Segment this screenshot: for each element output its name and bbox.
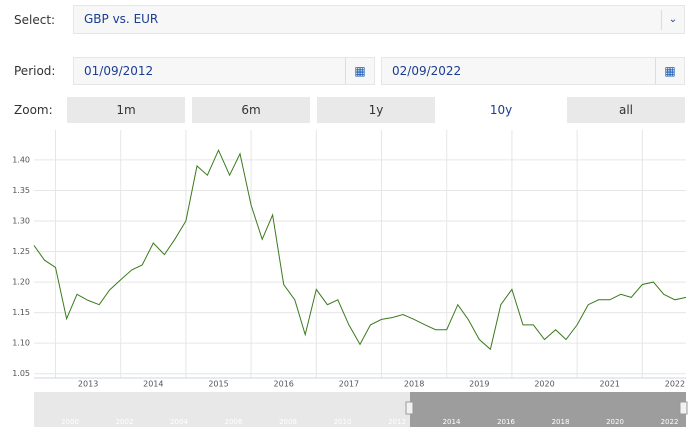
- x-tick-label: 2020: [534, 380, 554, 389]
- zoom-button[interactable]: 1m: [67, 97, 185, 123]
- y-tick-label: 1.35: [12, 186, 30, 195]
- zoom-button[interactable]: 6m: [192, 97, 310, 123]
- select-label: Select:: [14, 13, 56, 27]
- x-tick-label: 2016: [274, 380, 294, 389]
- select-value: GBP vs. EUR: [84, 12, 159, 26]
- navigator-handle[interactable]: [679, 401, 688, 415]
- y-tick-label: 1.30: [12, 217, 30, 226]
- x-tick-label: 2018: [404, 380, 424, 389]
- navigator-label: 2018: [552, 418, 570, 426]
- x-tick-label: 2022: [665, 380, 685, 389]
- zoom-button[interactable]: 1y: [317, 97, 435, 123]
- y-tick-label: 1.20: [12, 278, 30, 287]
- navigator-label: 2022: [661, 418, 679, 426]
- navigator-label: 2006: [225, 418, 243, 426]
- select-box[interactable]: GBP vs. EUR ⌄: [73, 5, 685, 34]
- navigator-label: 2008: [279, 418, 297, 426]
- zoom-label: Zoom:: [14, 103, 53, 117]
- period-label: Period:: [14, 64, 56, 78]
- navigator-label: 2014: [443, 418, 461, 426]
- x-tick-label: 2013: [78, 380, 98, 389]
- to-date[interactable]: 02/09/2022 ▦: [381, 57, 685, 85]
- to-value: 02/09/2022: [392, 64, 462, 78]
- price-line: [33, 148, 687, 351]
- y-tick-label: 1.40: [12, 155, 30, 164]
- navigator-label: 2020: [606, 418, 624, 426]
- from-date[interactable]: 01/09/2012 ▦: [73, 57, 375, 85]
- y-tick-label: 1.05: [12, 369, 30, 378]
- navigator-selection: [410, 392, 686, 427]
- zoom-button[interactable]: all: [567, 97, 685, 123]
- calendar-icon[interactable]: ▦: [655, 58, 684, 84]
- dropdown-arrow[interactable]: ⌄: [661, 10, 684, 30]
- x-tick-label: 2019: [469, 380, 489, 389]
- y-tick-label: 1.15: [12, 308, 30, 317]
- navigator-label: 2004: [170, 418, 188, 426]
- x-tick-label: 2014: [143, 380, 163, 389]
- navigator-handle[interactable]: [405, 401, 414, 415]
- zoom-button[interactable]: 10y: [442, 97, 560, 123]
- calendar-icon[interactable]: ▦: [345, 58, 374, 84]
- x-tick-label: 2017: [339, 380, 359, 389]
- navigator-label: 2010: [334, 418, 352, 426]
- y-tick-label: 1.10: [12, 339, 30, 348]
- x-tick-label: 2015: [208, 380, 228, 389]
- x-tick-label: 2021: [600, 380, 620, 389]
- navigator-label: 2012: [388, 418, 406, 426]
- navigator-label: 2016: [497, 418, 515, 426]
- navigator-label: 2000: [61, 418, 79, 426]
- navigator-label: 2002: [116, 418, 134, 426]
- from-value: 01/09/2012: [84, 64, 154, 78]
- y-tick-label: 1.25: [12, 247, 30, 256]
